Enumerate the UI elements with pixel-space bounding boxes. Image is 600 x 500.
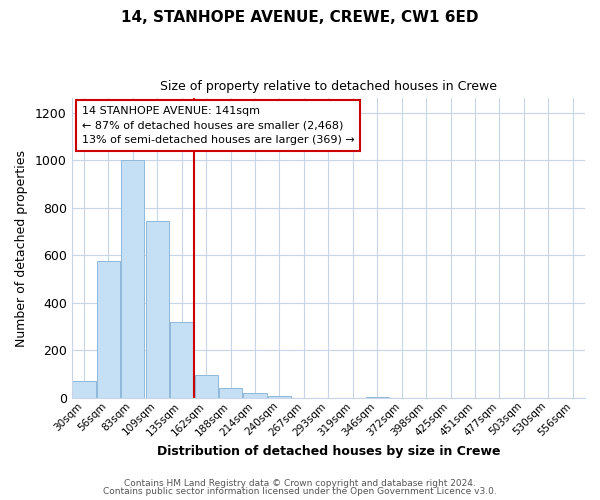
- Bar: [268, 396, 291, 398]
- Bar: [146, 221, 169, 398]
- Text: 14 STANHOPE AVENUE: 141sqm
← 87% of detached houses are smaller (2,468)
13% of s: 14 STANHOPE AVENUE: 141sqm ← 87% of deta…: [82, 106, 355, 146]
- Y-axis label: Number of detached properties: Number of detached properties: [15, 150, 28, 346]
- Bar: [72, 382, 95, 398]
- Text: Contains public sector information licensed under the Open Government Licence v3: Contains public sector information licen…: [103, 487, 497, 496]
- Bar: [244, 393, 266, 398]
- Bar: [97, 261, 120, 398]
- X-axis label: Distribution of detached houses by size in Crewe: Distribution of detached houses by size …: [157, 444, 500, 458]
- Text: 14, STANHOPE AVENUE, CREWE, CW1 6ED: 14, STANHOPE AVENUE, CREWE, CW1 6ED: [121, 10, 479, 25]
- Bar: [365, 396, 389, 398]
- Bar: [219, 388, 242, 398]
- Bar: [194, 376, 218, 398]
- Title: Size of property relative to detached houses in Crewe: Size of property relative to detached ho…: [160, 80, 497, 93]
- Bar: [170, 322, 193, 398]
- Text: Contains HM Land Registry data © Crown copyright and database right 2024.: Contains HM Land Registry data © Crown c…: [124, 478, 476, 488]
- Bar: [121, 160, 145, 398]
